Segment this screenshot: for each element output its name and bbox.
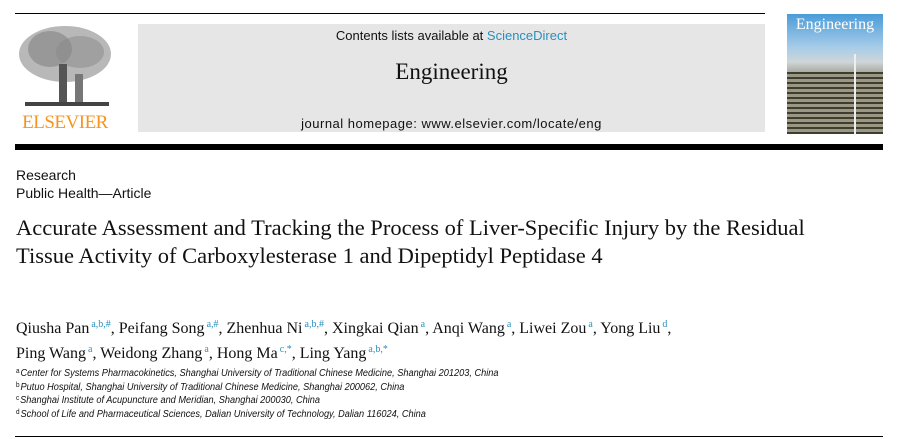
affiliation: dSchool of Life and Pharmaceutical Scien… [16,407,498,421]
article-title: Accurate Assessment and Tracking the Pro… [16,215,805,268]
affiliation-key: c [16,395,20,402]
journal-cover: Engineering [787,14,883,134]
author[interactable]: Ping Wang a [16,344,93,362]
author-affiliation-marker[interactable]: a [87,344,93,355]
author[interactable]: Qiusha Pan a,b,# [16,319,111,337]
author[interactable]: Liwei Zou a [519,319,593,337]
cover-image [787,72,883,134]
author[interactable]: Zhenhua Ni a,b,# [226,319,324,337]
header-divider [15,144,883,150]
cover-title: Engineering [795,16,875,33]
journal-homepage-link[interactable]: journal homepage: www.elsevier.com/locat… [301,116,602,131]
author-name: Zhenhua Ni [226,320,303,337]
author-name: Xingkai Qian [331,320,419,337]
author-affiliation-marker[interactable]: a,b,# [91,319,111,330]
section-label: Research [16,167,76,183]
affiliation: aCenter for Systems Pharmacokinetics, Sh… [16,366,498,380]
affiliation: cShanghai Institute of Acupuncture and M… [16,393,498,407]
elsevier-logo: ELSEVIER [15,24,115,134]
affiliation-text: Putuo Hospital, Shanghai University of T… [20,381,405,393]
author[interactable]: Ling Yang a,b,* [299,344,388,362]
author-name: Weidong Zhang [100,345,203,362]
author-affiliation-marker[interactable]: a,b,* [368,344,388,355]
author[interactable]: Xingkai Qian a [331,319,426,337]
author-affiliation-marker[interactable]: d [662,319,668,330]
article-type: Research Public Health—Article [16,166,151,202]
cover-tower [854,54,856,134]
affiliation-key: b [16,381,20,389]
author-name: Anqi Wang [432,320,505,337]
journal-banner: Contents lists available at ScienceDirec… [138,24,765,132]
author-name: Qiusha Pan [16,320,90,337]
author-name: Yong Liu [600,320,661,337]
affiliation-text: Shanghai Institute of Acupuncture and Me… [20,395,321,406]
sciencedirect-link[interactable]: ScienceDirect [486,28,568,43]
author[interactable]: Anqi Wang a [432,319,512,337]
affiliation-key: a [16,368,20,375]
author-name: Ping Wang [16,345,86,362]
author[interactable]: Weidong Zhang a [100,344,209,362]
bottom-rule [15,436,883,437]
author-name: Peifang Song [118,320,205,337]
author-affiliation-marker[interactable]: a [506,319,512,330]
author-list: Qiusha Pan a,b,#, Peifang Song a,#, Zhenhu… [16,319,672,362]
affiliation: bPutuo Hospital, Shanghai University of … [16,380,498,394]
author[interactable]: Peifang Song a,# [118,319,219,337]
author[interactable]: Hong Ma c,* [216,344,292,362]
author-affiliation-marker[interactable]: a [204,344,209,355]
author-affiliation-marker[interactable]: a,b,# [304,319,324,330]
author-affiliation-marker[interactable]: a [420,319,426,330]
author-affiliation-marker[interactable]: a,# [206,319,219,330]
author[interactable]: Yong Liu d [600,319,668,337]
tree-icon [15,24,115,112]
author-name: Hong Ma [216,345,278,362]
affiliation-text: School of Life and Pharmaceutical Scienc… [20,408,426,420]
journal-name: Engineering [395,59,508,84]
author-name: Liwei Zou [519,320,587,337]
affiliation-list: aCenter for Systems Pharmacokinetics, Sh… [16,366,498,420]
author-affiliation-marker[interactable]: c,* [279,344,292,355]
author-name: Ling Yang [299,345,367,362]
affiliation-text: Center for Systems Pharmacokinetics, Sha… [20,368,499,379]
author-affiliation-marker[interactable]: a [588,319,593,330]
affiliation-key: d [16,408,20,416]
subsection-label: Public Health—Article [16,185,152,201]
contents-prefix: Contents lists available at [335,28,487,43]
elsevier-wordmark: ELSEVIER [22,112,108,133]
top-rule [15,13,765,14]
contents-line: Contents lists available at ScienceDirec… [138,28,765,43]
